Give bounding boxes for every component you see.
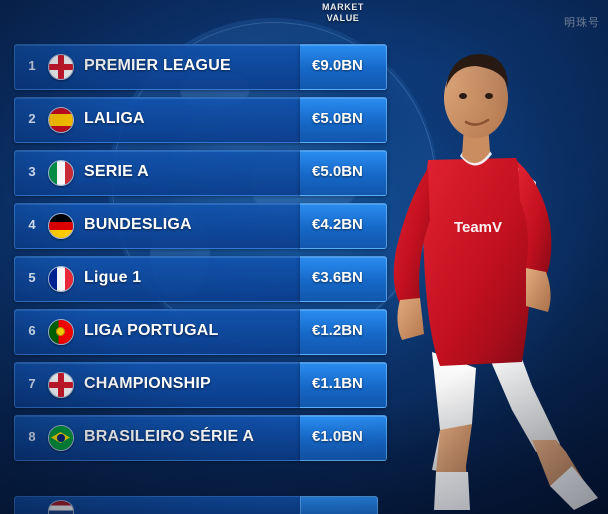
value-label: €4.2BN: [312, 216, 363, 233]
rank-label: 5: [28, 270, 36, 285]
value-label: €1.2BN: [312, 322, 363, 339]
table-row: 8 BRASILEIRO SÉRIE A €1.0BN: [14, 415, 387, 461]
flag-icon: [48, 213, 74, 239]
value-label: €3.6BN: [312, 269, 363, 286]
value-label: €5.0BN: [312, 163, 363, 180]
flag-icon-partial: [48, 500, 74, 514]
flag-icon: [48, 54, 74, 80]
value-label: €1.1BN: [312, 375, 363, 392]
league-name: LIGA PORTUGAL: [84, 322, 219, 339]
market-value-header: MARKET VALUE: [300, 2, 386, 24]
rank-label: 1: [28, 58, 36, 73]
rank-label: 4: [28, 217, 36, 232]
svg-text:TeamV: TeamV: [454, 219, 502, 236]
table-row: 5 Ligue 1 €3.6BN: [14, 256, 387, 302]
table-row: 4 BUNDESLIGA €4.2BN: [14, 203, 387, 249]
value-label: €1.0BN: [312, 428, 363, 445]
league-name: BUNDESLIGA: [84, 216, 192, 233]
table-row: 1 PREMIER LEAGUE €9.0BN: [14, 44, 387, 90]
league-table: 1 PREMIER LEAGUE €9.0BN 2 LALIGA €5.0BN 3 SERIE…: [14, 44, 387, 468]
table-row: 3 SERIE A €5.0BN: [14, 150, 387, 196]
table-row: 2 LALIGA €5.0BN: [14, 97, 387, 143]
rank-label: 2: [28, 111, 36, 126]
value-bar-partial: [300, 496, 378, 514]
league-name: SERIE A: [84, 163, 149, 180]
league-name: Ligue 1: [84, 269, 142, 286]
league-name: CHAMPIONSHIP: [84, 375, 211, 392]
rank-label: 3: [28, 164, 36, 179]
value-label: €5.0BN: [312, 110, 363, 127]
market-value-line1: MARKET: [321, 2, 365, 12]
league-name: LALIGA: [84, 110, 145, 127]
rank-label: 8: [28, 429, 36, 444]
flag-icon: [48, 266, 74, 292]
league-name: BRASILEIRO SÉRIE A: [84, 428, 255, 445]
rank-label: 6: [28, 323, 36, 338]
market-value-line2: VALUE: [326, 13, 360, 23]
flag-icon: [48, 372, 74, 398]
value-label: €9.0BN: [312, 57, 363, 74]
league-name: PREMIER LEAGUE: [84, 57, 231, 74]
watermark-text: 明珠号: [564, 16, 600, 29]
flag-icon: [48, 425, 74, 451]
flag-icon: [48, 107, 74, 133]
rank-label: 7: [28, 376, 36, 391]
table-row: 6 LIGA PORTUGAL €1.2BN: [14, 309, 387, 355]
flag-icon: [48, 160, 74, 186]
table-row: 7 CHAMPIONSHIP €1.1BN: [14, 362, 387, 408]
flag-icon: [48, 319, 74, 345]
